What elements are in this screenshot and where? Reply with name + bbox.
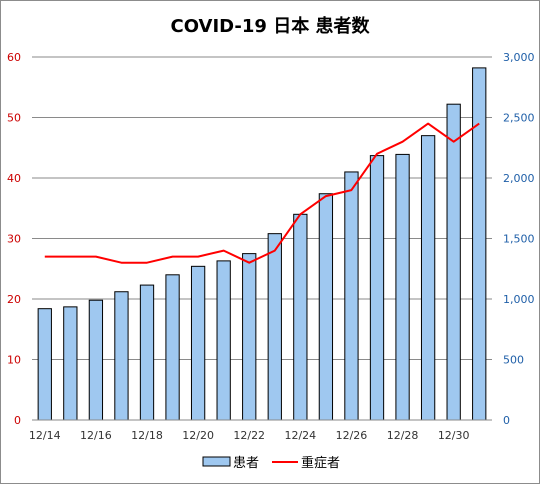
bar [37,308,52,421]
bar [318,193,334,421]
x-tick-label: 12/14 [29,429,61,442]
bar [420,135,436,421]
bar [242,253,257,421]
legend: 患者 重症者 [202,455,340,471]
bar [293,213,308,421]
y-right-tick-label: 0 [503,414,510,427]
y-left-tick-label: 0 [14,414,21,427]
x-tick-label: 12/18 [131,429,163,442]
y-left-tick-label: 40 [7,172,21,185]
bar [216,260,231,421]
y-left-tick-label: 60 [7,51,21,64]
line-series-path [44,122,480,264]
bar [190,265,206,421]
bar [446,103,461,421]
bar [267,233,282,421]
gridlines [32,56,492,360]
y-left-tick-label: 20 [7,293,21,306]
legend-label: 患者 [233,456,259,471]
x-tick-label: 12/26 [336,429,368,442]
legend-label: 重症者 [301,455,340,471]
axes: 0 10 20 30 40 50 60 0 500 1,000 1,500 2,000 2,500 3,0… [7,51,535,442]
x-tick-label: 12/28 [387,429,419,442]
bar [88,299,104,421]
bar [395,153,410,421]
y-left-tick-label: 50 [7,112,21,125]
bar [165,274,180,421]
y-right-tick-label: 1,500 [503,233,535,246]
bar [369,155,385,421]
y-right-tick-label: 3,000 [503,51,535,64]
line-series [44,122,480,264]
legend-swatch-bar [202,456,231,467]
bar [472,67,487,421]
bar [63,306,78,421]
x-tick-label: 12/16 [80,429,112,442]
y-right-tick-label: 2,000 [503,172,535,185]
x-tick-label: 12/20 [182,429,214,442]
chart-title: COVID-19 日本 患者数 [170,16,370,37]
y-left-tick-label: 30 [7,233,21,246]
y-right-tick-label: 1,000 [503,293,535,306]
x-tick-label: 12/22 [233,429,265,442]
bar-series [37,67,487,421]
y-right-tick-label: 500 [503,354,524,367]
bar [139,284,155,421]
x-tick-label: 12/24 [284,429,316,442]
bar [344,171,359,421]
x-tick-label: 12/30 [438,429,470,442]
bar [114,291,129,421]
y-right-tick-label: 2,500 [503,112,535,125]
y-left-tick-label: 10 [7,354,21,367]
